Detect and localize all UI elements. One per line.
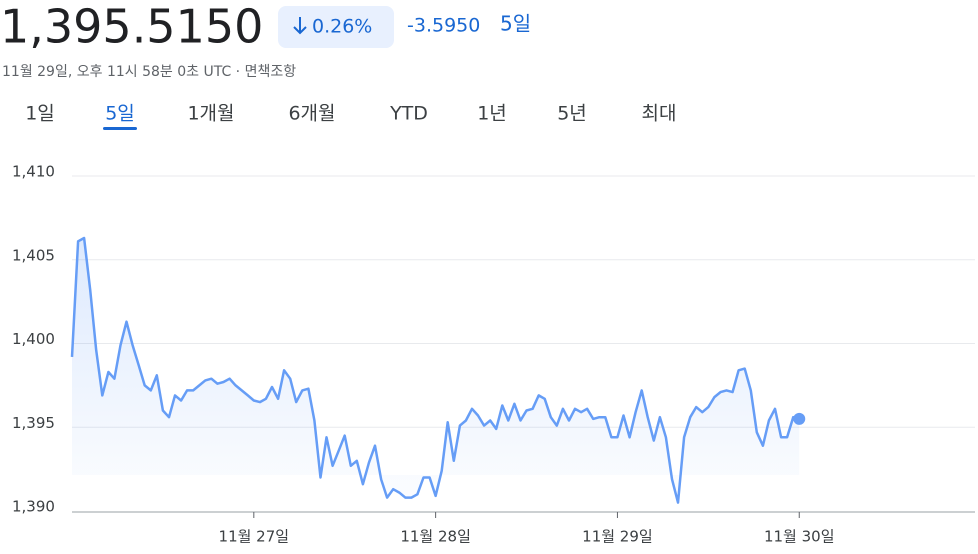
area (72, 238, 800, 503)
down-arrow (293, 17, 307, 35)
y-tick-label: 1,395 (12, 414, 55, 432)
plot: 1,390 1,395 1,400 1,405 1,410 11월 27일 11월 28일 1… (12, 163, 975, 546)
range-tab[interactable]: 6개월 (288, 103, 335, 125)
y-tick-label: 1,410 (12, 163, 55, 181)
tab-underline (103, 127, 137, 130)
price: 1,395.5150 (0, 0, 263, 54)
range-tab[interactable]: 최대 (642, 103, 677, 125)
last-point (793, 412, 806, 425)
x-tick-label: 11월 28일 (400, 528, 471, 546)
y-tick-label: 1,405 (12, 246, 55, 264)
change-badge (278, 6, 394, 48)
timestamp[interactable]: 11월 29일, 오후 11시 58분 0초 UTC · 면책조항 (2, 64, 296, 80)
change-value: -3.5950 (407, 15, 480, 37)
range-tab[interactable]: YTD (389, 103, 428, 125)
range-tab[interactable]: 1개월 (187, 103, 234, 125)
range-tab[interactable]: 5년 (557, 103, 587, 125)
y-tick-label: 1,390 (12, 498, 55, 516)
range-tabs: 1일 5일 1개월 6개월 YTD 1년 5년 최대 (25, 103, 677, 130)
x-tick-label: 11월 27일 (219, 528, 290, 546)
price-line (70, 236, 800, 504)
range-tab[interactable]: 1년 (477, 103, 507, 125)
range-tab[interactable]: 1일 (25, 103, 55, 125)
x-tick-label: 11월 29일 (582, 528, 653, 546)
x-tick-label: 11월 30일 (764, 528, 835, 546)
change-period: 5일 (500, 12, 531, 36)
range-tab[interactable]: 5일 (105, 103, 135, 125)
y-tick-label: 1,400 (12, 330, 55, 348)
change-percent: 0.26% (312, 16, 372, 38)
